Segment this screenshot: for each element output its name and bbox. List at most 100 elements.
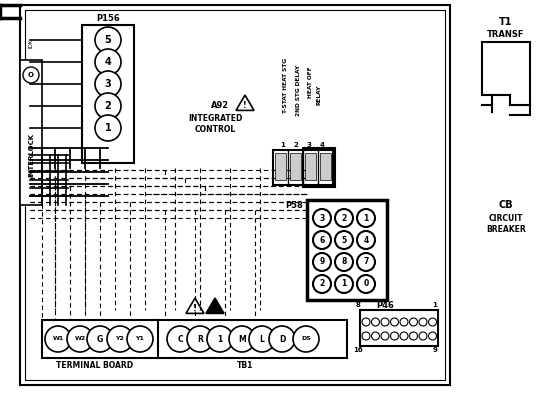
Text: CONTROL: CONTROL — [194, 124, 235, 134]
Text: 9: 9 — [433, 347, 438, 353]
Circle shape — [357, 209, 375, 227]
Circle shape — [372, 318, 379, 326]
Bar — [42, 320, 347, 358]
Circle shape — [207, 326, 233, 352]
Circle shape — [362, 318, 370, 326]
Text: 1: 1 — [341, 280, 347, 288]
Bar — [320, 153, 331, 180]
Circle shape — [357, 253, 375, 271]
Text: 1: 1 — [105, 123, 111, 133]
Circle shape — [167, 326, 193, 352]
Circle shape — [357, 275, 375, 293]
Circle shape — [249, 326, 275, 352]
Text: 4: 4 — [363, 235, 368, 245]
Text: 1: 1 — [280, 142, 285, 148]
Text: 9: 9 — [319, 258, 325, 267]
Text: P58: P58 — [285, 201, 302, 209]
Text: CIRCUIT: CIRCUIT — [489, 214, 523, 222]
Text: RELAY: RELAY — [316, 85, 321, 105]
Text: 2ND STG DELAY: 2ND STG DELAY — [295, 64, 300, 116]
Bar — [20, 5, 450, 385]
Bar — [303, 148, 335, 187]
Text: W2: W2 — [74, 337, 86, 342]
Circle shape — [409, 332, 418, 340]
Circle shape — [419, 332, 427, 340]
Text: TB1: TB1 — [237, 361, 253, 369]
Text: 0: 0 — [363, 280, 368, 288]
Circle shape — [95, 115, 121, 141]
Circle shape — [391, 332, 398, 340]
Circle shape — [313, 275, 331, 293]
Bar — [20, 60, 42, 205]
Text: 1: 1 — [433, 302, 438, 308]
Text: T1: T1 — [499, 17, 513, 27]
Text: C: C — [177, 335, 183, 344]
Circle shape — [187, 326, 213, 352]
Circle shape — [335, 253, 353, 271]
Text: L: L — [260, 335, 264, 344]
Bar — [290, 153, 301, 180]
Text: INTERLOCK: INTERLOCK — [28, 133, 34, 177]
Circle shape — [428, 332, 437, 340]
Text: 16: 16 — [353, 347, 363, 353]
Circle shape — [357, 231, 375, 249]
Text: 5: 5 — [341, 235, 347, 245]
Text: 2: 2 — [294, 142, 299, 148]
Circle shape — [313, 209, 331, 227]
Text: 6: 6 — [319, 235, 325, 245]
Bar — [360, 310, 438, 346]
Circle shape — [269, 326, 295, 352]
Text: 5: 5 — [105, 35, 111, 45]
Text: 1: 1 — [217, 335, 223, 344]
Text: 2: 2 — [319, 280, 325, 288]
Bar — [307, 200, 387, 300]
Circle shape — [335, 231, 353, 249]
Text: A92: A92 — [211, 100, 229, 109]
Text: T-STAT HEAT STG: T-STAT HEAT STG — [283, 58, 288, 113]
Circle shape — [95, 71, 121, 97]
Circle shape — [419, 318, 427, 326]
Bar — [305, 153, 316, 180]
Circle shape — [335, 275, 353, 293]
Circle shape — [95, 93, 121, 119]
Circle shape — [293, 326, 319, 352]
Text: TERMINAL BOARD: TERMINAL BOARD — [57, 361, 134, 369]
Text: TRANSF: TRANSF — [488, 30, 525, 38]
Bar — [273, 150, 333, 185]
Circle shape — [23, 67, 39, 83]
Text: Y1: Y1 — [136, 337, 145, 342]
Text: CB: CB — [499, 200, 514, 210]
Text: M: M — [238, 335, 246, 344]
Circle shape — [95, 49, 121, 75]
Circle shape — [391, 318, 398, 326]
Text: Y2: Y2 — [116, 337, 125, 342]
Text: 4: 4 — [105, 57, 111, 67]
Circle shape — [400, 318, 408, 326]
Text: IDK: IDK — [28, 38, 33, 48]
Text: INTEGRATED: INTEGRATED — [188, 113, 242, 122]
Circle shape — [335, 209, 353, 227]
Text: !: ! — [193, 304, 197, 313]
Text: 3: 3 — [105, 79, 111, 89]
Circle shape — [400, 332, 408, 340]
Circle shape — [362, 332, 370, 340]
Text: 2: 2 — [105, 101, 111, 111]
Text: W1: W1 — [53, 337, 64, 342]
Text: D: D — [279, 335, 285, 344]
Text: DS: DS — [301, 337, 311, 342]
Circle shape — [229, 326, 255, 352]
Circle shape — [372, 332, 379, 340]
Text: 1: 1 — [363, 214, 368, 222]
Circle shape — [87, 326, 113, 352]
Text: P156: P156 — [96, 13, 120, 23]
Bar — [275, 153, 286, 180]
Text: P46: P46 — [376, 301, 394, 310]
Circle shape — [381, 332, 389, 340]
Circle shape — [127, 326, 153, 352]
Text: HEAT OFF: HEAT OFF — [307, 66, 312, 98]
Text: 3: 3 — [306, 142, 311, 148]
Text: 4: 4 — [320, 142, 325, 148]
Circle shape — [428, 318, 437, 326]
Bar — [25, 10, 445, 380]
Text: G: G — [97, 335, 103, 344]
